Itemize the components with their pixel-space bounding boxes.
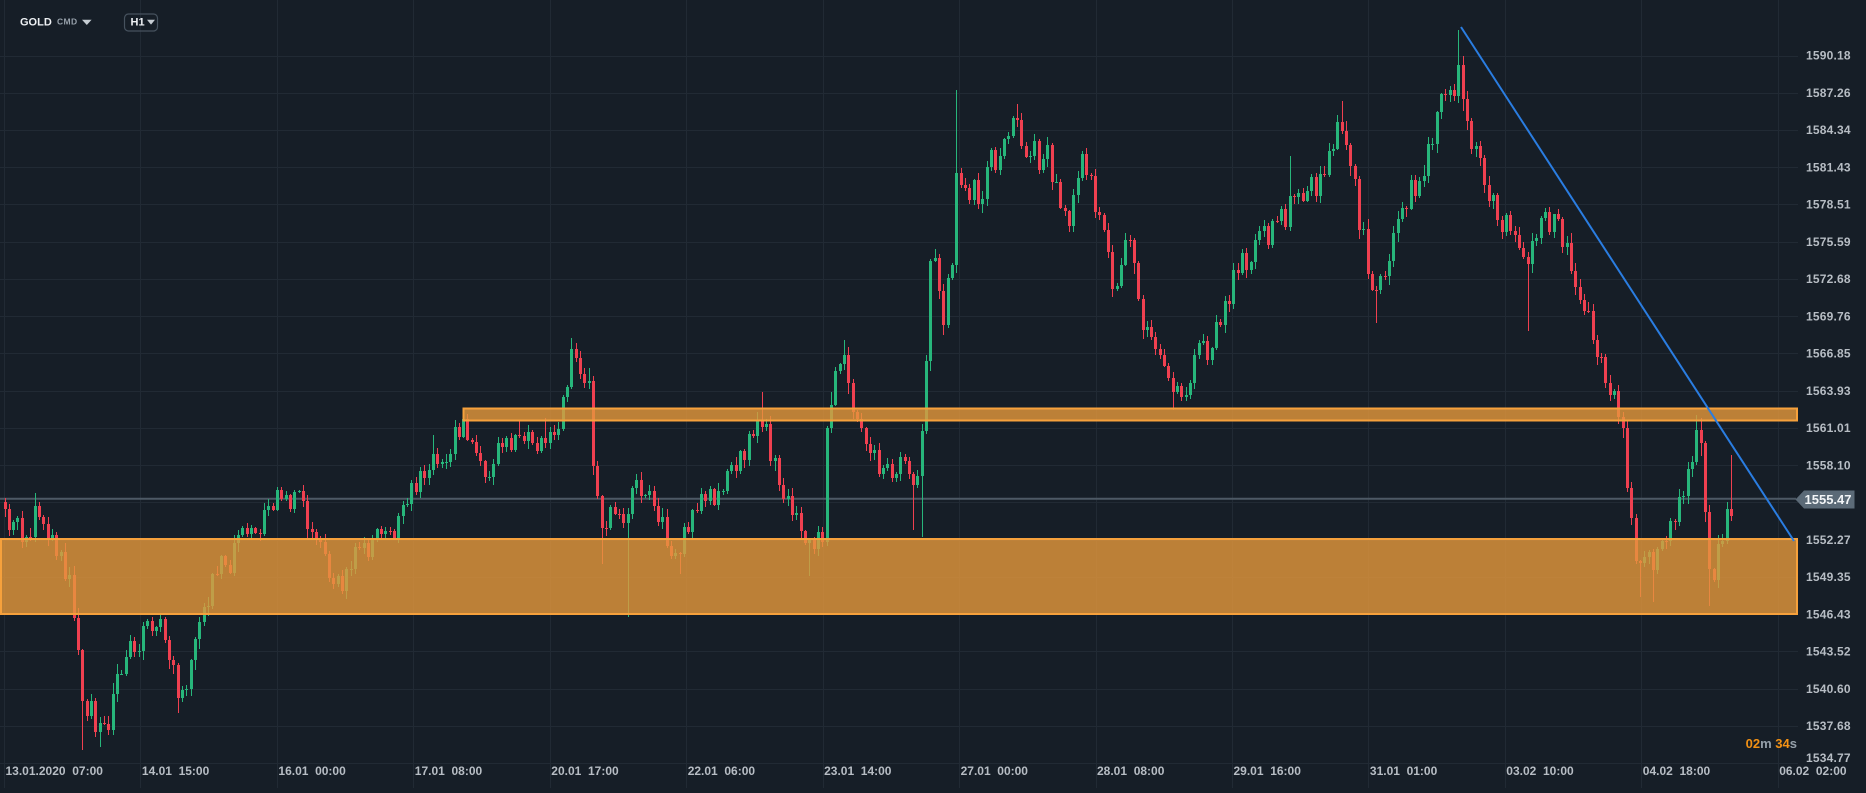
svg-text:1578.51: 1578.51 — [1806, 198, 1851, 212]
svg-text:27.01 00:00: 27.01 00:00 — [961, 764, 1029, 778]
svg-text:20.01 17:00: 20.01 17:00 — [551, 764, 619, 778]
svg-text:17.01 08:00: 17.01 08:00 — [415, 764, 483, 778]
svg-text:1572.68: 1572.68 — [1806, 272, 1851, 286]
svg-text:02m 34s: 02m 34s — [1746, 736, 1797, 751]
svg-text:03.02 10:00: 03.02 10:00 — [1506, 764, 1574, 778]
svg-text:1546.43: 1546.43 — [1806, 607, 1851, 621]
svg-text:GOLD: GOLD — [20, 16, 52, 28]
svg-text:1537.68: 1537.68 — [1806, 719, 1851, 733]
svg-text:28.01 08:00: 28.01 08:00 — [1097, 764, 1165, 778]
svg-text:1561.01: 1561.01 — [1806, 421, 1851, 435]
svg-text:1584.34: 1584.34 — [1806, 123, 1851, 137]
svg-text:1590.18: 1590.18 — [1806, 49, 1851, 63]
svg-text:1543.52: 1543.52 — [1806, 645, 1851, 659]
svg-text:1555.47: 1555.47 — [1805, 492, 1852, 507]
svg-text:1575.59: 1575.59 — [1806, 235, 1851, 249]
svg-text:1587.26: 1587.26 — [1806, 86, 1851, 100]
svg-text:1581.43: 1581.43 — [1806, 160, 1851, 174]
svg-text:23.01 14:00: 23.01 14:00 — [824, 764, 892, 778]
svg-text:06.02 02:00: 06.02 02:00 — [1779, 764, 1847, 778]
svg-text:13.01.2020 07:00: 13.01.2020 07:00 — [6, 764, 104, 778]
svg-text:1549.35: 1549.35 — [1806, 570, 1851, 584]
svg-text:CMD: CMD — [57, 17, 78, 27]
svg-text:1566.85: 1566.85 — [1806, 347, 1851, 361]
svg-text:04.02 18:00: 04.02 18:00 — [1643, 764, 1711, 778]
svg-text:1534.77: 1534.77 — [1806, 751, 1851, 765]
svg-text:16.01 00:00: 16.01 00:00 — [278, 764, 346, 778]
svg-text:1558.10: 1558.10 — [1806, 458, 1851, 472]
svg-text:22.01 06:00: 22.01 06:00 — [688, 764, 756, 778]
svg-text:14.01 15:00: 14.01 15:00 — [142, 764, 210, 778]
svg-text:1552.27: 1552.27 — [1806, 533, 1851, 547]
svg-text:1569.76: 1569.76 — [1806, 309, 1851, 323]
svg-text:29.01 16:00: 29.01 16:00 — [1234, 764, 1302, 778]
svg-text:1563.93: 1563.93 — [1806, 384, 1851, 398]
svg-text:1540.60: 1540.60 — [1806, 682, 1851, 696]
svg-text:H1: H1 — [131, 17, 145, 29]
svg-text:31.01 01:00: 31.01 01:00 — [1370, 764, 1438, 778]
